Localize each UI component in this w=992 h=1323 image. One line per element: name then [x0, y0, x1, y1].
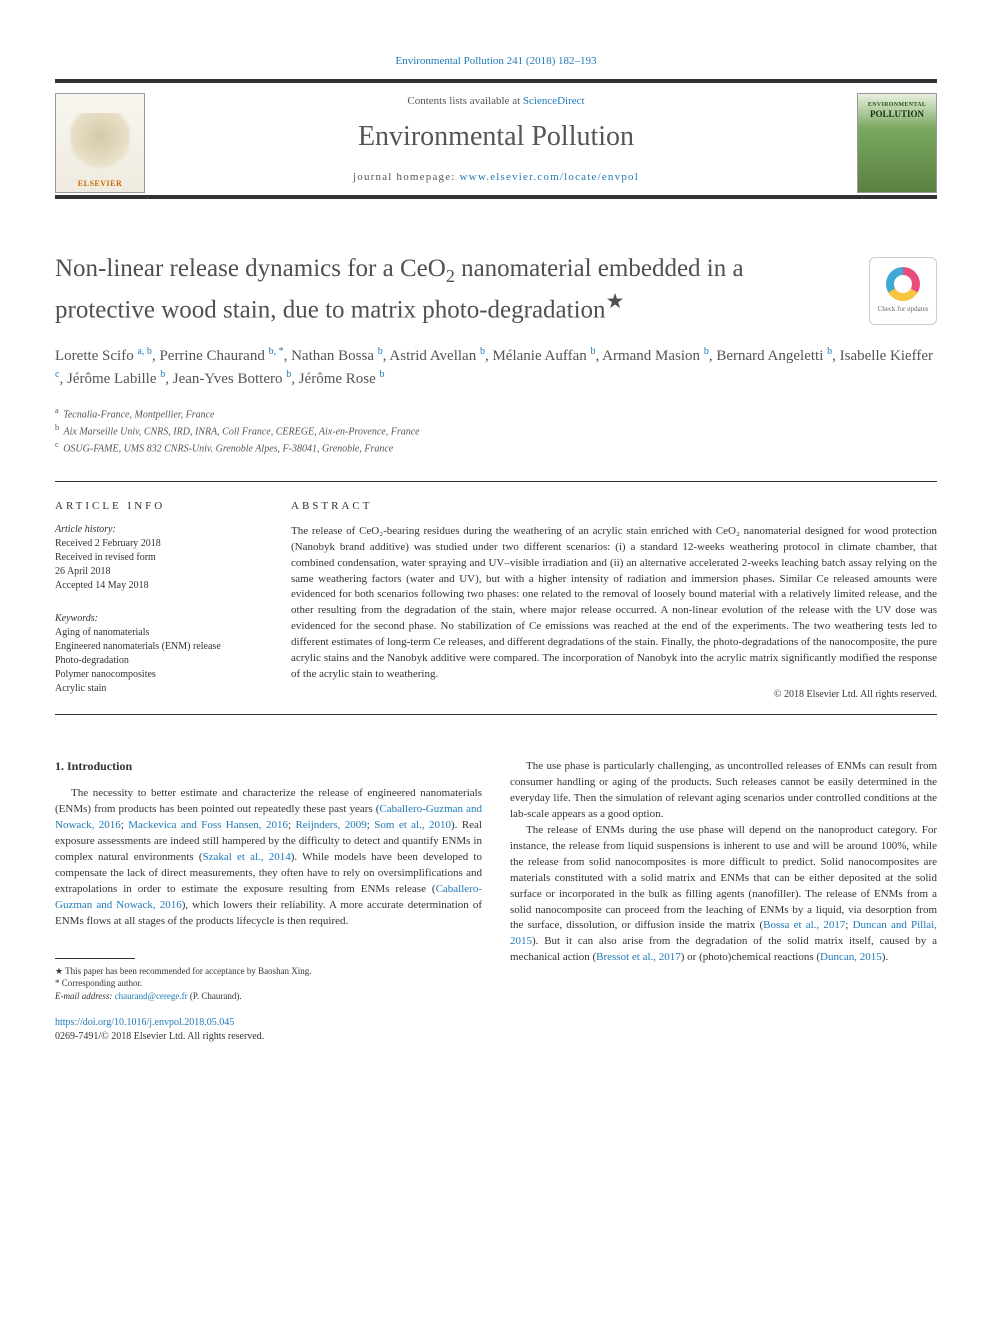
- cite-duncan-2015[interactable]: Duncan, 2015: [820, 951, 882, 963]
- article-info-column: ARTICLE INFO Article history: Received 2…: [55, 500, 255, 700]
- cite-som-2010[interactable]: Som et al., 2010: [374, 819, 451, 831]
- keywords-list: Aging of nanomaterialsEngineered nanomat…: [55, 626, 255, 696]
- elsevier-label: ELSEVIER: [78, 179, 122, 188]
- homepage-link[interactable]: www.elsevier.com/locate/envpol: [460, 171, 639, 183]
- intro-paragraph-1: The necessity to better estimate and cha…: [55, 786, 482, 929]
- cover-big-label: POLLUTION: [870, 109, 924, 119]
- footnote-email: E-mail address: chaurand@cerege.fr (P. C…: [55, 990, 482, 1003]
- use-phase-paragraph: The use phase is particularly challengin…: [510, 759, 937, 823]
- cite-szakal-2014[interactable]: Szakal et al., 2014: [203, 851, 291, 863]
- history-item: Received 2 February 2018: [55, 537, 255, 551]
- divider-top: [55, 481, 937, 482]
- journal-title: Environmental Pollution: [155, 121, 837, 153]
- contents-prefix: Contents lists available at: [407, 95, 522, 107]
- keyword-item: Engineered nanomaterials (ENM) release: [55, 640, 255, 654]
- affiliation-line: b Aix Marseille Univ, CNRS, IRD, INRA, C…: [55, 422, 937, 439]
- journal-reference: Environmental Pollution 241 (2018) 182–1…: [55, 55, 937, 67]
- intro-heading: 1. Introduction: [55, 759, 482, 774]
- article-info-heading: ARTICLE INFO: [55, 500, 255, 512]
- footnote-corresponding: * Corresponding author.: [55, 977, 482, 990]
- check-updates-label: Check for updates: [878, 305, 929, 314]
- abstract-heading: ABSTRACT: [291, 500, 937, 512]
- history-item: Accepted 14 May 2018: [55, 579, 255, 593]
- cover-small-label: ENVIRONMENTAL: [868, 102, 926, 108]
- email-post: (P. Chaurand).: [188, 991, 242, 1001]
- crossmark-icon: [886, 267, 920, 301]
- homepage-prefix: journal homepage:: [353, 171, 460, 183]
- history-item: 26 April 2018: [55, 565, 255, 579]
- affiliations: a Tecnalia-France, Montpellier, Franceb …: [55, 405, 937, 457]
- doi-link[interactable]: https://doi.org/10.1016/j.envpol.2018.05…: [55, 1017, 234, 1028]
- abstract-column: ABSTRACT The release of CeO₂-bearing res…: [291, 500, 937, 700]
- p2-text4: ).: [882, 951, 888, 963]
- affiliation-line: c OSUG-FAME, UMS 832 CNRS-Univ. Grenoble…: [55, 439, 937, 456]
- elsevier-logo: ELSEVIER: [55, 93, 145, 193]
- contents-available-line: Contents lists available at ScienceDirec…: [155, 95, 837, 107]
- issn-copyright: 0269-7491/© 2018 Elsevier Ltd. All right…: [55, 1030, 482, 1044]
- title-footnote-star: ★: [606, 289, 625, 313]
- cite-bressot-2017[interactable]: Bressot et al., 2017: [596, 951, 681, 963]
- title-part1: Non-linear release dynamics for a CeO: [55, 255, 446, 282]
- article-title: Non-linear release dynamics for a CeO2 n…: [55, 253, 937, 327]
- sep: ;: [845, 919, 852, 931]
- check-updates-badge[interactable]: Check for updates: [869, 257, 937, 325]
- cite-mackevica-2016[interactable]: Mackevica and Foss Hansen, 2016: [128, 819, 288, 831]
- release-paragraph: The release of ENMs during the use phase…: [510, 823, 937, 966]
- title-subscript: 2: [446, 266, 455, 286]
- body-columns: 1. Introduction The necessity to better …: [55, 759, 937, 1044]
- journal-cover-thumbnail: ENVIRONMENTAL POLLUTION: [857, 93, 937, 193]
- history-list: Received 2 February 2018Received in revi…: [55, 537, 255, 593]
- history-label: Article history:: [55, 524, 255, 535]
- keywords-label: Keywords:: [55, 613, 255, 624]
- page-root: Environmental Pollution 241 (2018) 182–1…: [0, 0, 992, 1084]
- journal-header: ELSEVIER Contents lists available at Sci…: [55, 79, 937, 199]
- title-part1b: nanomaterial embedded in a: [455, 255, 744, 282]
- column-right: The use phase is particularly challengin…: [510, 759, 937, 1044]
- meta-row: ARTICLE INFO Article history: Received 2…: [55, 500, 937, 700]
- email-label: E-mail address:: [55, 991, 115, 1001]
- title-part2: protective wood stain, due to matrix pho…: [55, 297, 606, 324]
- history-item: Received in revised form: [55, 551, 255, 565]
- abstract-copyright: © 2018 Elsevier Ltd. All rights reserved…: [291, 689, 937, 700]
- abstract-text: The release of CeO₂-bearing residues dur…: [291, 524, 937, 683]
- p2-text3: ) or (photo)chemical reactions (: [681, 951, 820, 963]
- doi-block: https://doi.org/10.1016/j.envpol.2018.05…: [55, 1016, 482, 1044]
- cite-bossa-2017[interactable]: Bossa et al., 2017: [763, 919, 845, 931]
- elsevier-tree-icon: [70, 113, 130, 173]
- email-link[interactable]: chaurand@cerege.fr: [115, 991, 188, 1001]
- affiliation-line: a Tecnalia-France, Montpellier, France: [55, 405, 937, 422]
- p2-text: The release of ENMs during the use phase…: [510, 824, 937, 932]
- author-list: Lorette Scifo a, b, Perrine Chaurand b, …: [55, 345, 937, 391]
- footnote-star: ★ This paper has been recommended for ac…: [55, 965, 482, 978]
- column-left: 1. Introduction The necessity to better …: [55, 759, 482, 1044]
- header-center: Contents lists available at ScienceDirec…: [155, 95, 837, 183]
- sciencedirect-link[interactable]: ScienceDirect: [523, 95, 585, 107]
- divider-bottom: [55, 714, 937, 715]
- keyword-item: Polymer nanocomposites: [55, 668, 255, 682]
- keyword-item: Photo-degradation: [55, 654, 255, 668]
- cite-reijnders-2009[interactable]: Reijnders, 2009: [295, 819, 366, 831]
- footnote-rule: [55, 958, 135, 959]
- journal-homepage-line: journal homepage: www.elsevier.com/locat…: [155, 171, 837, 183]
- keyword-item: Acrylic stain: [55, 682, 255, 696]
- keyword-item: Aging of nanomaterials: [55, 626, 255, 640]
